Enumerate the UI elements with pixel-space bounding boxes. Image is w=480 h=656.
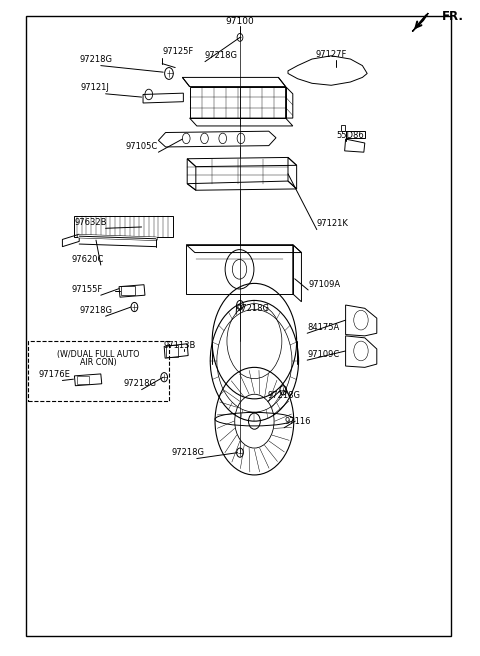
Text: 97109C: 97109C [307,350,339,359]
Bar [121,286,135,295]
Bar [166,345,178,357]
Text: 97176E: 97176E [38,370,70,379]
Bar [28,341,169,401]
Text: 97121J: 97121J [81,83,109,92]
Text: 97620C: 97620C [71,255,103,264]
Text: 97121K: 97121K [317,219,348,228]
Text: 97218G: 97218G [268,391,301,400]
Text: AIR CON): AIR CON) [80,358,117,367]
Text: 97218G: 97218G [236,304,269,313]
Text: (W/DUAL FULL AUTO: (W/DUAL FULL AUTO [57,350,140,359]
Text: 97218G: 97218G [79,55,112,64]
Polygon shape [412,13,428,31]
Text: 97218G: 97218G [79,306,112,315]
Text: FR.: FR. [442,10,464,23]
Text: 97116: 97116 [284,417,311,426]
Text: 97155F: 97155F [71,285,102,294]
Text: 55D86: 55D86 [336,131,364,140]
Text: 97632B: 97632B [74,218,107,227]
Text: 97100: 97100 [226,17,254,26]
Text: 97127F: 97127F [316,50,347,59]
Text: 97109A: 97109A [308,279,340,289]
Text: 97218G: 97218G [172,448,205,457]
Text: 97218G: 97218G [124,379,157,388]
Text: 97105C: 97105C [126,142,158,151]
Bar [26,16,451,636]
Text: 97125F: 97125F [162,47,193,56]
Bar [190,87,286,118]
Text: 97113B: 97113B [163,340,195,350]
Bar [186,245,293,294]
Bar [77,376,89,384]
Text: 97218G: 97218G [205,51,238,60]
Text: 84175A: 84175A [307,323,339,332]
